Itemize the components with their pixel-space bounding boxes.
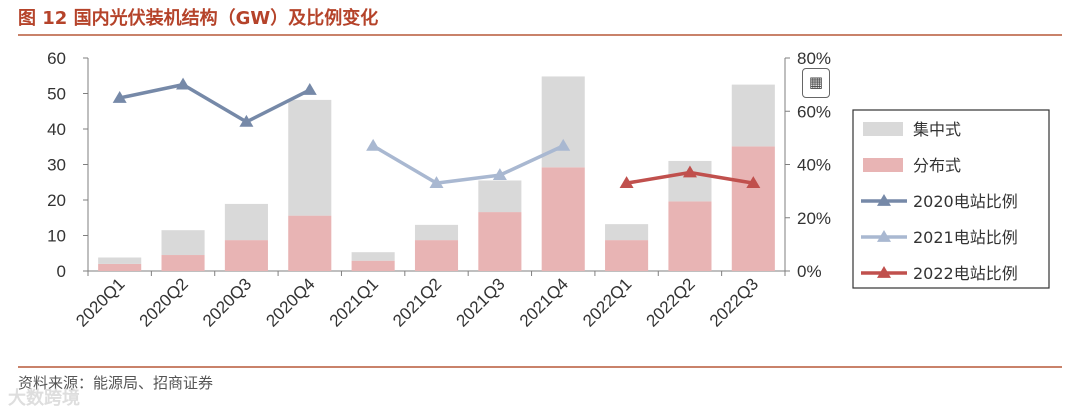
y-right-tick-label: 60% (797, 102, 831, 121)
legend-label: 分布式 (913, 156, 961, 175)
legend-swatch (863, 122, 903, 136)
bar-distributed (161, 255, 205, 271)
x-tick-label: 2020Q3 (199, 274, 255, 330)
bar-distributed (351, 260, 395, 271)
line-point-marker (746, 176, 761, 189)
figure-title: 图 12 国内光伏装机结构（GW）及比例变化 (18, 8, 379, 29)
bar-distributed (541, 167, 585, 271)
bar-distributed (98, 263, 142, 271)
bar-centralized (414, 224, 459, 241)
legend-marker (877, 230, 891, 242)
source-note: 资料来源：能源局、招商证券 (18, 374, 214, 392)
watermark: 大数跨境 (8, 388, 80, 409)
x-tick-label: 2020Q1 (72, 274, 128, 330)
y-right-tick-label: 20% (797, 209, 831, 228)
bar-distributed (224, 240, 268, 271)
x-tick-label: 2020Q2 (136, 274, 192, 330)
legend-label: 2022电站比例 (913, 264, 1018, 283)
bar-distributed (731, 146, 775, 271)
calculator-icon[interactable]: ▦ (802, 68, 830, 98)
line-point-marker (239, 114, 254, 127)
title-divider (18, 34, 1062, 36)
bar-centralized (731, 84, 775, 147)
line-series-2021电站比例 (372, 144, 564, 185)
bar-distributed (414, 240, 459, 271)
bar-distributed (478, 212, 522, 271)
line-point-marker (302, 82, 317, 95)
legend-swatch (863, 158, 903, 172)
line-point-marker (112, 90, 127, 103)
line-series-2020电站比例 (119, 82, 311, 124)
bar-centralized (605, 224, 649, 241)
x-tick-label: 2021Q3 (452, 274, 508, 330)
line-point-marker (366, 138, 381, 151)
line-point-marker (556, 138, 571, 151)
legend-label: 2020电站比例 (913, 192, 1018, 211)
line-point-marker (619, 176, 634, 189)
x-tick-label: 2021Q1 (326, 274, 382, 330)
line-point-marker (429, 176, 444, 189)
bar-distributed (668, 201, 712, 271)
legend-marker (877, 266, 891, 278)
y-right-tick-label: 80% (797, 49, 831, 68)
x-tick-label: 2021Q2 (389, 274, 445, 330)
x-tick-label: 2021Q4 (516, 274, 572, 330)
source-divider (18, 366, 1062, 368)
y-left-tick-label: 0 (57, 262, 66, 281)
x-tick-label: 2022Q3 (706, 274, 762, 330)
legend-label: 集中式 (913, 120, 961, 139)
line-point-marker (682, 165, 697, 178)
y-left-tick-label: 40 (47, 120, 66, 139)
y-left-tick-label: 60 (47, 49, 66, 68)
y-left-tick-label: 20 (47, 191, 66, 210)
bar-centralized (161, 230, 205, 256)
x-tick-label: 2020Q4 (262, 274, 318, 330)
y-right-tick-label: 40% (797, 156, 831, 175)
bar-centralized (224, 203, 268, 241)
legend-marker (877, 194, 891, 206)
y-right-tick-label: 0% (797, 262, 822, 281)
bar-centralized (98, 257, 142, 264)
bar-distributed (605, 240, 649, 271)
y-left-tick-label: 10 (47, 227, 66, 246)
bar-centralized (288, 99, 332, 216)
y-left-tick-label: 50 (47, 85, 66, 104)
bar-centralized (351, 252, 395, 261)
legend-label: 2021电站比例 (913, 228, 1018, 247)
line-point-marker (492, 168, 507, 181)
y-left-tick-label: 30 (47, 156, 66, 175)
x-tick-label: 2022Q1 (579, 274, 635, 330)
bar-centralized (478, 180, 522, 213)
x-tick-label: 2022Q2 (643, 274, 699, 330)
line-point-marker (176, 77, 191, 90)
bar-distributed (288, 215, 332, 271)
